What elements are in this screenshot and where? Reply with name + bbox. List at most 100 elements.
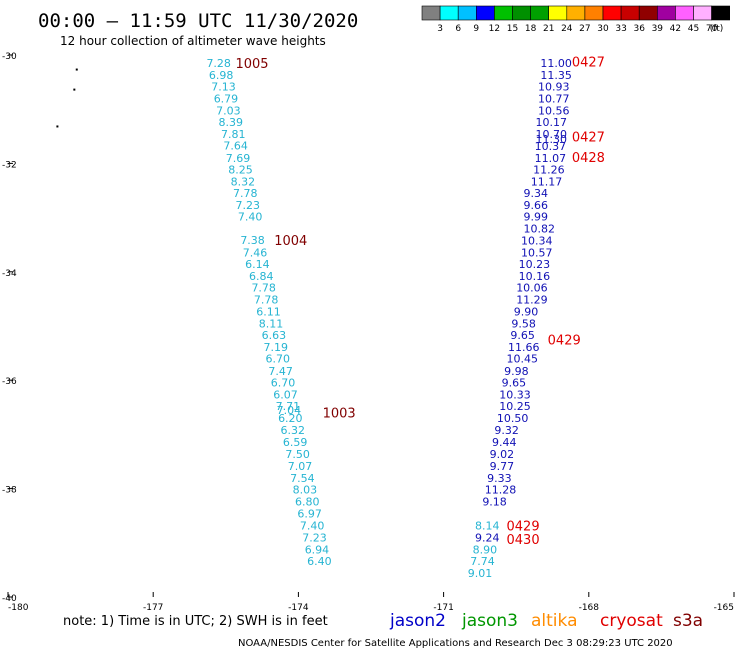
x-tick-label: -174	[288, 603, 309, 613]
swh-value: 9.65	[502, 376, 527, 389]
x-tick-label: -180	[8, 603, 29, 613]
y-tick-label: -38	[2, 486, 17, 496]
swh-value: 11.26	[533, 163, 565, 176]
colorbar-label: 30	[597, 24, 609, 34]
x-tick-label: -168	[579, 603, 600, 613]
swh-value: 9.32	[494, 424, 519, 437]
swh-value: 7.54	[290, 472, 315, 485]
colorbar-swatch	[457, 5, 477, 21]
swh-value: 6.94	[305, 543, 330, 556]
satellite-s3a: s3a	[673, 611, 703, 631]
swh-value: 6.63	[262, 329, 287, 342]
footer-credit: NOAA/NESDIS Center for Satellite Applica…	[238, 638, 673, 649]
swh-value: 11.30	[536, 133, 568, 146]
swh-value: 7.40	[300, 519, 325, 532]
pass-time-label: 0430	[507, 533, 540, 548]
swh-value: 9.34	[523, 187, 548, 200]
pass-time-label: 1005	[235, 57, 268, 72]
colorbar-label: 9	[473, 24, 479, 34]
satellite-altika: altika	[531, 611, 578, 631]
colorbar-label: 42	[670, 24, 681, 34]
swh-value: 6.59	[283, 436, 308, 449]
colorbar-swatch	[584, 5, 604, 21]
swh-value: 7.74	[470, 555, 495, 568]
swh-value: 7.07	[288, 460, 313, 473]
x-tick-label: -177	[143, 603, 163, 613]
colorbar-label: 27	[579, 24, 590, 34]
swh-value: 9.90	[514, 305, 539, 318]
swh-value: 9.01	[468, 567, 493, 580]
swh-value: 6.80	[295, 496, 320, 509]
swh-value: 6.79	[214, 92, 239, 105]
swh-value: 8.14	[475, 519, 500, 532]
swh-value: 10.37	[535, 140, 567, 153]
swh-value: 9.99	[523, 211, 548, 224]
colorbar-swatch	[693, 5, 712, 21]
colorbar-label: 15	[507, 24, 518, 34]
swh-value: 8.11	[259, 317, 284, 330]
swh-value: 10.56	[538, 104, 570, 117]
satellite-jason2: jason2	[389, 611, 446, 631]
swh-value: 6.40	[307, 555, 332, 568]
satellite-jason3: jason3	[461, 611, 518, 631]
colorbar-label: 39	[652, 24, 664, 34]
swh-value: 10.06	[516, 282, 548, 295]
x-tick-label: -165	[714, 603, 734, 613]
swh-value: 7.13	[211, 80, 236, 93]
colorbar-swatch	[494, 5, 513, 21]
pass-time-label: 0428	[572, 151, 605, 166]
swh-value: 11.07	[535, 152, 567, 165]
swh-value: 8.25	[228, 163, 253, 176]
swh-value: 10.77	[538, 92, 570, 105]
colorbar-unit: (ft)	[710, 24, 724, 34]
swh-value: 11.29	[516, 293, 548, 306]
colorbar-swatch	[656, 5, 676, 21]
colorbar-swatch	[675, 5, 694, 21]
swh-value: 9.98	[504, 365, 528, 378]
pass-time-label: 0429	[507, 519, 540, 534]
swh-value: 7.78	[233, 187, 258, 200]
swh-value: 10.45	[507, 353, 539, 366]
swh-value: 10.57	[521, 246, 553, 259]
footer-note: note: 1) Time is in UTC; 2) SWH is in fe…	[63, 614, 328, 629]
swh-value: 7.78	[251, 282, 276, 295]
swh-value: 11.17	[531, 175, 563, 188]
colorbar-swatch	[638, 5, 658, 21]
colorbar-swatch	[602, 5, 622, 21]
swh-value: 8.32	[231, 175, 256, 188]
plot-axes: -30 -32 -34 -36 -38 -40-180 -177 -174 -171 -168 -1…	[2, 52, 735, 613]
colorbar-label: 33	[615, 24, 626, 34]
swh-value: 7.23	[235, 199, 259, 212]
swh-value: 7.64	[223, 140, 248, 153]
swh-value: 10.16	[519, 270, 551, 283]
pass-time-label: 0429	[548, 334, 581, 349]
satellite-cryosat: cryosat	[600, 611, 663, 631]
swh-value: 7.46	[243, 246, 267, 259]
swh-value: 9.33	[487, 472, 512, 485]
swh-value: 11.00	[540, 57, 572, 70]
colorbar-label: 70	[706, 24, 718, 34]
swh-value: 6.70	[271, 376, 296, 389]
colorbar-swatch	[620, 5, 640, 21]
swh-value: 7.23	[302, 531, 327, 544]
swh-value: 11.28	[485, 484, 517, 497]
swh-value: 6.11	[256, 305, 281, 318]
swh-value: 10.33	[499, 388, 531, 401]
swh-value: 6.97	[297, 508, 322, 521]
swh-value: 7.28	[206, 57, 231, 70]
colorbar-label: 12	[489, 24, 500, 34]
swh-value: 7.71	[276, 400, 301, 413]
swh-value: 9.02	[490, 448, 514, 461]
coast-speck	[73, 88, 76, 91]
colorbar-swatch	[439, 5, 459, 21]
swh-value: 6.20	[278, 412, 303, 425]
map-specks	[56, 68, 78, 128]
colorbar-swatch	[566, 5, 586, 21]
colorbar-swatch	[475, 5, 495, 21]
swh-value: 11.66	[508, 341, 540, 354]
swh-value: 9.24	[475, 531, 500, 544]
swh-value: 9.77	[490, 460, 514, 473]
colorbar-legend: 3 6 9 12 15 18 21 24 27 30 33 36 39 42 45 70(ft)	[421, 5, 730, 34]
swh-value: 10.23	[519, 258, 551, 271]
